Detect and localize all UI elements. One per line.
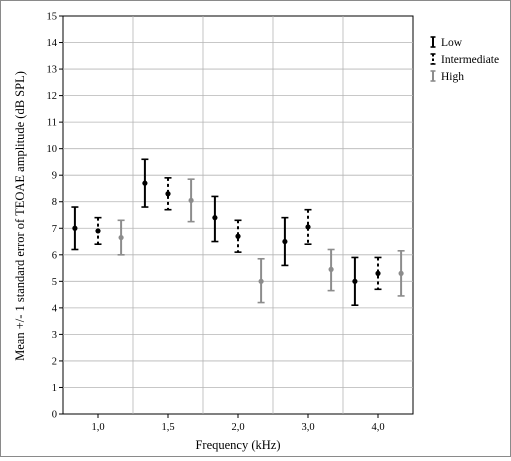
- y-tick-label: 7: [52, 224, 57, 235]
- x-tick-label: 1,0: [91, 422, 104, 433]
- mean-point: [375, 270, 381, 276]
- mean-point: [235, 233, 241, 239]
- y-tick-label: 12: [47, 91, 58, 102]
- series-high: [117, 178, 405, 304]
- y-tick-label: 1: [52, 383, 57, 394]
- y-tick-label: 2: [52, 356, 57, 367]
- x-tick-label: 4,0: [371, 422, 384, 433]
- y-tick-label: 9: [52, 171, 57, 182]
- x-axis-title: Frequency (kHz): [195, 438, 280, 452]
- plot-area: [62, 15, 414, 415]
- y-tick-label: 3: [52, 330, 57, 341]
- y-tick-label: 0: [52, 410, 57, 421]
- mean-point: [212, 215, 218, 221]
- y-tick-label: 14: [47, 38, 58, 49]
- mean-point: [258, 278, 264, 284]
- mean-point: [305, 224, 311, 230]
- y-tick-label: 4: [52, 303, 58, 314]
- mean-point: [142, 180, 148, 186]
- y-tick-label: 11: [47, 118, 57, 129]
- x-tick-label: 3,0: [301, 422, 314, 433]
- series-intermediate: [94, 177, 382, 291]
- mean-point: [118, 234, 124, 241]
- y-tick-label: 5: [52, 277, 57, 288]
- mean-point: [165, 191, 171, 197]
- y-tick-label: 13: [47, 65, 58, 76]
- mean-point: [352, 278, 358, 284]
- mean-point: [95, 228, 101, 234]
- y-tick-label: 10: [47, 144, 58, 155]
- y-tick-label: 8: [52, 197, 57, 208]
- legend-label: Low: [441, 37, 463, 49]
- y-axis-title: Mean +/- 1 standard error of TEOAE ampli…: [13, 71, 27, 361]
- y-tick-label: 6: [52, 250, 57, 261]
- legend-label: High: [441, 71, 464, 83]
- series-low: [71, 158, 359, 307]
- x-tick-label: 2,0: [231, 422, 244, 433]
- mean-point: [398, 270, 404, 276]
- mean-point: [328, 266, 334, 272]
- y-tick-label: 15: [47, 12, 58, 23]
- x-tick-label: 1,5: [161, 422, 174, 433]
- mean-point: [72, 225, 78, 231]
- mean-point: [188, 197, 194, 204]
- mean-point: [282, 238, 288, 245]
- legend-label: Intermediate: [441, 54, 499, 66]
